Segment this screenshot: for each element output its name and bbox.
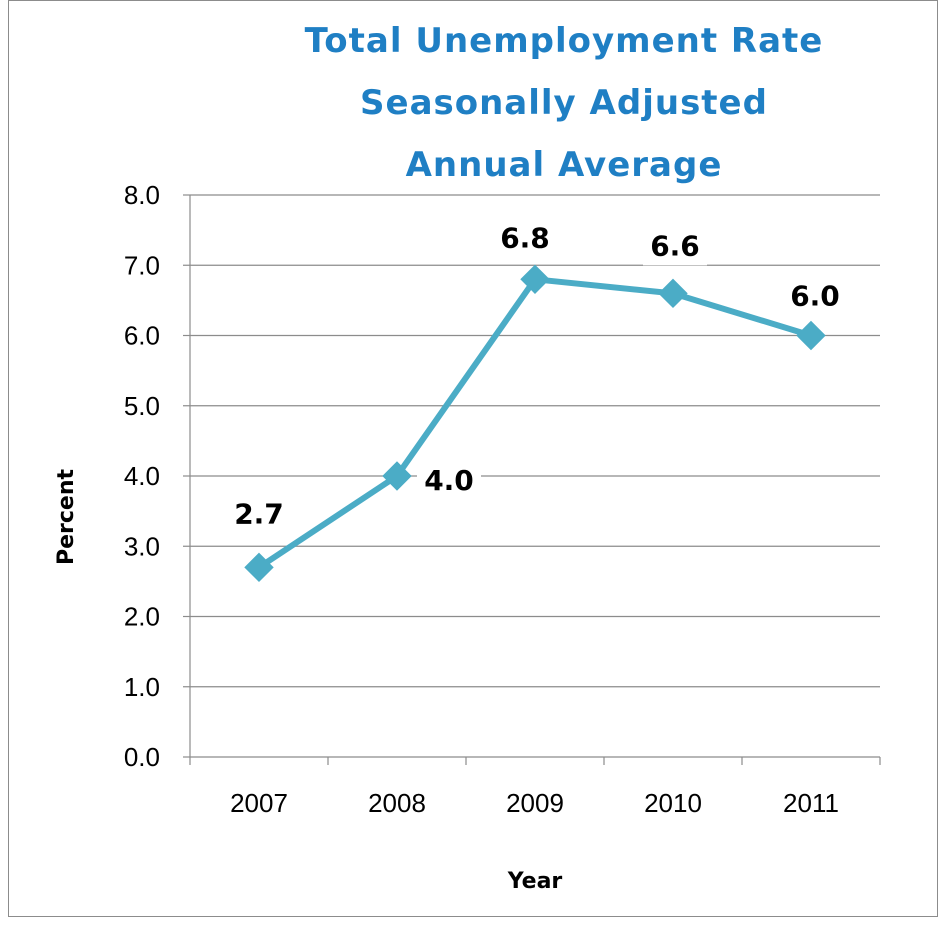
gridlines — [183, 194, 880, 758]
data-labels: 2.7 4.0 6.8 6.6 6.0 — [227, 221, 847, 534]
data-point — [658, 278, 688, 309]
chart-title-line-3: Annual Average — [406, 145, 723, 185]
y-tick-label: 8.0 — [124, 180, 160, 210]
x-tick-label: 2010 — [644, 788, 702, 818]
data-point — [796, 320, 826, 351]
data-label-background — [417, 464, 481, 500]
y-tick-label: 5.0 — [124, 391, 160, 421]
series-markers — [244, 264, 826, 583]
chart-title-line-1: Total Unemployment Rate — [305, 21, 824, 61]
data-label: 4.0 — [424, 464, 474, 497]
data-point — [382, 461, 412, 491]
data-label-background — [227, 497, 291, 534]
x-tick-label: 2007 — [230, 788, 288, 818]
data-point — [520, 264, 550, 295]
x-tick-label: 2011 — [783, 788, 839, 818]
x-tick-label: 2008 — [368, 788, 426, 818]
data-label-background — [783, 279, 847, 316]
y-tick-labels: 0.0 1.0 2.0 3.0 4.0 5.0 6.0 7.0 8.0 — [124, 180, 160, 772]
data-label: 2.7 — [234, 497, 284, 530]
chart-title-line-2: Seasonally Adjusted — [360, 83, 768, 123]
data-label: 6.8 — [500, 221, 550, 254]
series-path — [256, 276, 814, 571]
series-line — [256, 276, 814, 571]
data-label: 6.0 — [790, 280, 840, 313]
x-tick-label: 2009 — [506, 788, 564, 818]
data-label: 6.6 — [650, 229, 700, 262]
y-tick-label: 1.0 — [124, 672, 160, 702]
x-tick-labels: 2007 2008 2009 2010 2011 — [230, 788, 839, 818]
y-tick-label: 4.0 — [124, 461, 160, 491]
chart-frame — [8, 0, 938, 917]
y-tick-label: 3.0 — [124, 531, 160, 561]
y-tick-label: 2.0 — [124, 602, 160, 632]
y-tick-label: 0.0 — [124, 742, 160, 772]
data-label-background — [643, 229, 707, 266]
y-tick-label: 7.0 — [124, 250, 160, 280]
y-axis-title: Percent — [54, 469, 79, 566]
y-tick-label: 6.0 — [124, 321, 160, 351]
data-label-background — [493, 221, 557, 258]
chart-title: Total Unemployment Rate Seasonally Adjus… — [305, 21, 824, 185]
data-point — [244, 552, 274, 583]
x-axis-title: Year — [507, 869, 563, 894]
axes — [189, 195, 881, 765]
